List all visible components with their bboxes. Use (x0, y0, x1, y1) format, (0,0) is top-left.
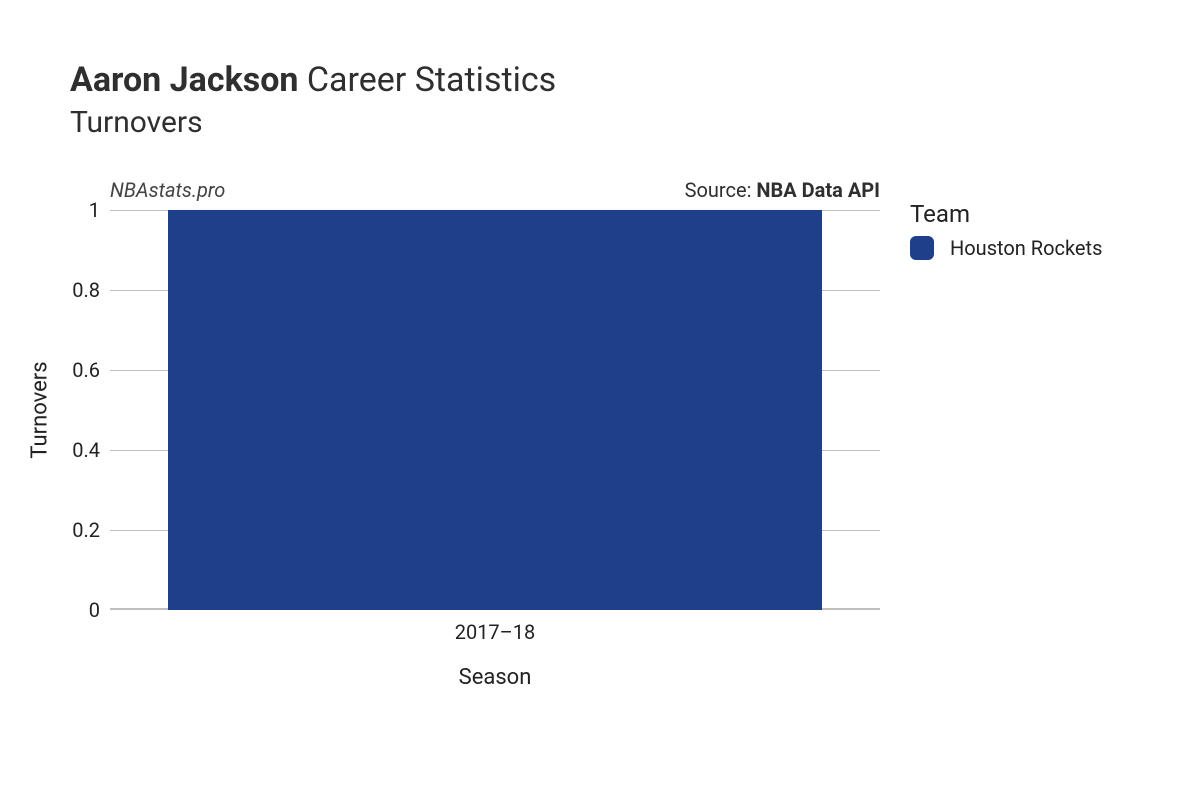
source-attribution: Source: NBA Data API (685, 178, 880, 202)
chart-title: Aaron Jackson Career Statistics Turnover… (70, 60, 556, 140)
legend-item: Houston Rockets (910, 236, 1102, 260)
chart-subtitle: Turnovers (70, 105, 556, 140)
player-name: Aaron Jackson (70, 60, 298, 100)
legend-swatch (910, 236, 934, 260)
bar (168, 210, 823, 610)
source-name: NBA Data API (756, 178, 880, 202)
y-tick-label: 0 (89, 598, 110, 622)
y-axis-label: Turnovers (28, 361, 53, 458)
y-tick-label: 0.8 (72, 278, 110, 302)
legend-title: Team (910, 200, 1102, 228)
y-tick-label: 0.4 (72, 438, 110, 462)
x-axis-label: Season (459, 665, 532, 690)
y-tick-label: 1 (89, 198, 110, 222)
chart-plot-area: 00.20.40.60.812017–18 (110, 210, 880, 610)
y-tick-label: 0.6 (72, 358, 110, 382)
source-prefix: Source: (685, 178, 757, 202)
legend-item-label: Houston Rockets (950, 236, 1102, 260)
legend: Team Houston Rockets (910, 200, 1102, 260)
watermark-text: NBAstats.pro (110, 178, 225, 202)
title-suffix: Career Statistics (298, 60, 556, 100)
x-tick-label: 2017–18 (455, 610, 536, 644)
y-tick-label: 0.2 (72, 518, 110, 542)
